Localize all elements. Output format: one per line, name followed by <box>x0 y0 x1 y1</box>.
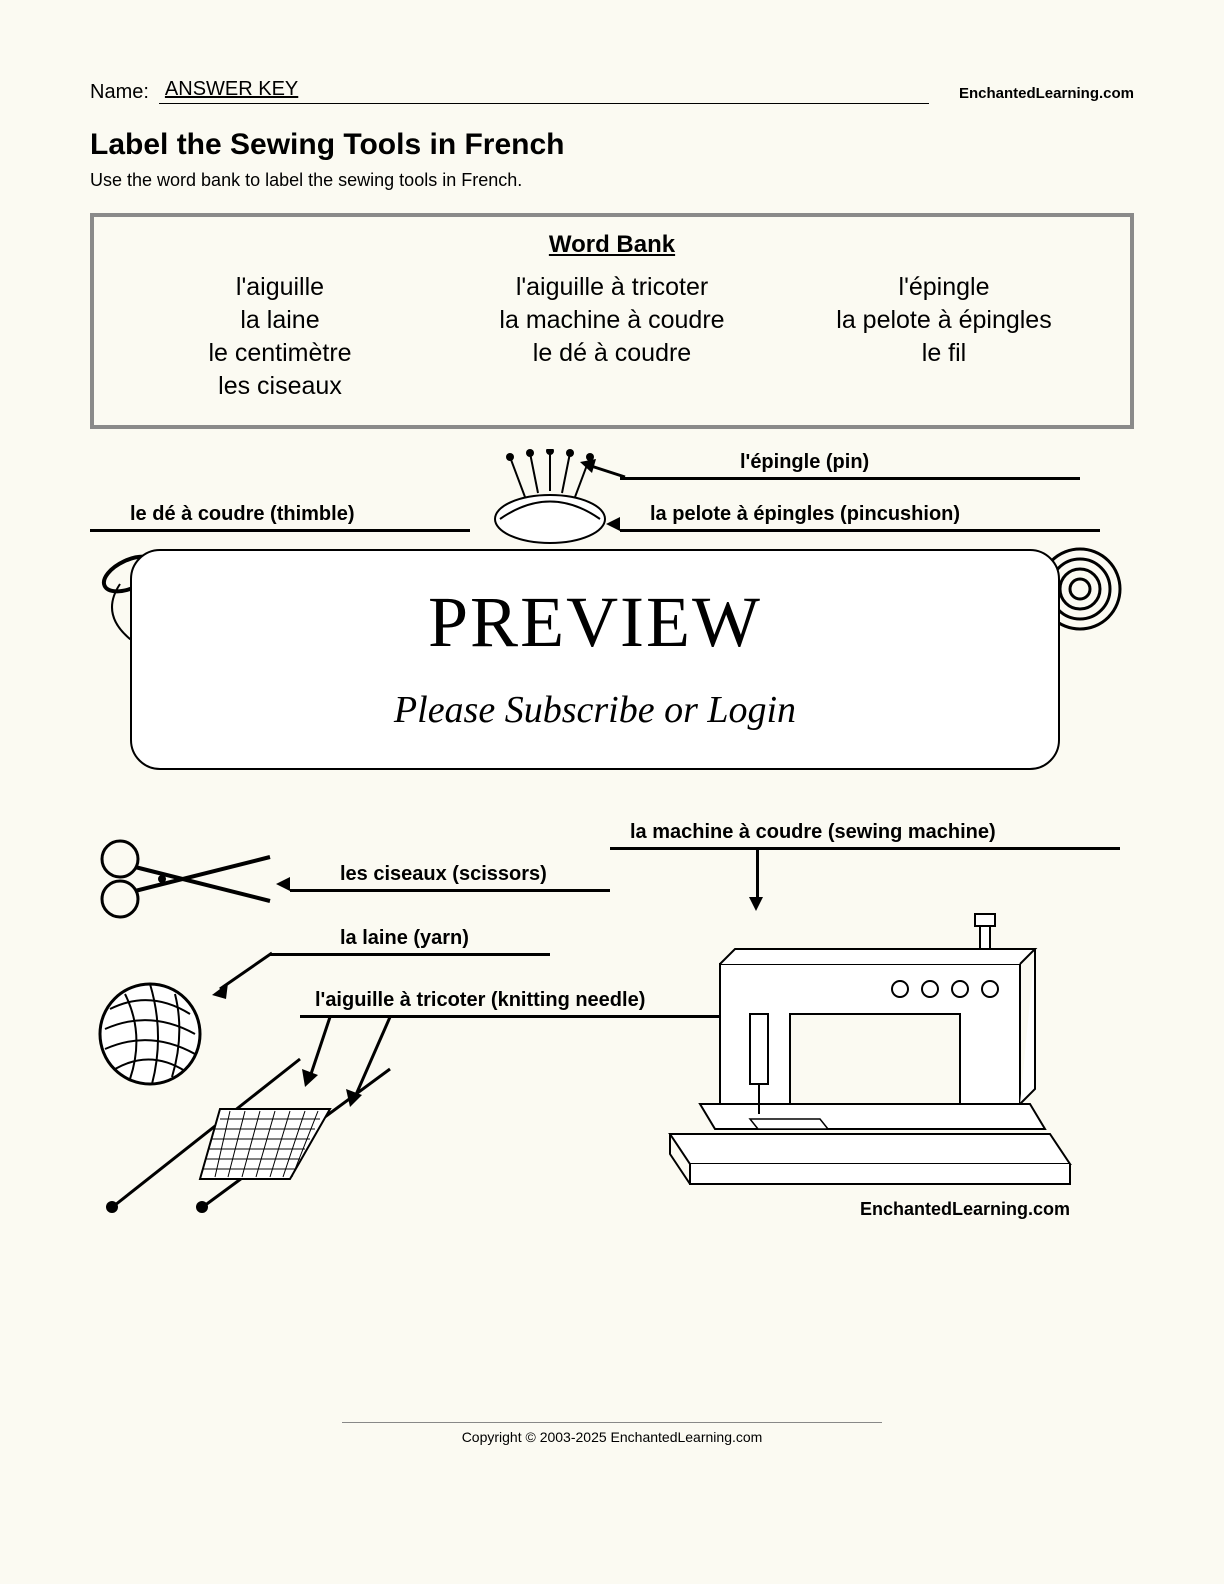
preview-subtitle: Please Subscribe or Login <box>152 688 1038 732</box>
wb-item: la laine <box>114 306 446 335</box>
wb-item: la machine à coudre <box>446 306 778 335</box>
word-bank-title: Word Bank <box>114 231 1110 259</box>
sewing-machine-icon <box>650 904 1080 1194</box>
word-bank-col-2: l'aiguille à tricoter la machine à coudr… <box>446 269 778 405</box>
preview-overlay: PREVIEW Please Subscribe or Login <box>130 549 1060 770</box>
wb-item: l'aiguille à tricoter <box>446 273 778 302</box>
wb-item: l'aiguille <box>114 273 446 302</box>
instructions: Use the word bank to label the sewing to… <box>90 170 1134 191</box>
label-knitting-needle: l'aiguille à tricoter (knitting needle) <box>315 989 645 1012</box>
wb-item: l'épingle <box>778 273 1110 302</box>
wb-item: le fil <box>778 339 1110 368</box>
label-pin: l'épingle (pin) <box>740 451 869 474</box>
arrow-yarn <box>210 949 280 999</box>
footer: Copyright © 2003-2025 EnchantedLearning.… <box>0 1422 1224 1445</box>
wb-item: le dé à coudre <box>446 339 778 368</box>
preview-title: PREVIEW <box>152 581 1038 664</box>
name-value: ANSWER KEY <box>165 78 298 101</box>
label-thimble: le dé à coudre (thimble) <box>130 503 354 526</box>
label-yarn: la laine (yarn) <box>340 927 469 950</box>
word-bank-col-1: l'aiguille la laine le centimètre les ci… <box>114 269 446 405</box>
diagram-area: l'épingle (pin) le dé à coudre (thimble)… <box>90 449 1134 1229</box>
label-sewing-machine: la machine à coudre (sewing machine) <box>630 821 996 844</box>
name-label: Name: <box>90 81 149 104</box>
brand-top: EnchantedLearning.com <box>959 85 1134 104</box>
header-row: Name: ANSWER KEY EnchantedLearning.com <box>90 80 1134 104</box>
wb-item: les ciseaux <box>114 372 446 401</box>
scissors-icon <box>90 829 280 929</box>
page-title: Label the Sewing Tools in French <box>90 128 1134 162</box>
arrow-pin <box>580 459 630 489</box>
label-scissors: les ciseaux (scissors) <box>340 863 547 886</box>
word-bank-col-3: l'épingle la pelote à épingles le fil <box>778 269 1110 405</box>
wb-item: la pelote à épingles <box>778 306 1110 335</box>
brand-bottom: EnchantedLearning.com <box>860 1199 1070 1220</box>
knitting-icon <box>100 1049 420 1219</box>
name-input-line: ANSWER KEY <box>159 80 929 104</box>
copyright: Copyright © 2003-2025 EnchantedLearning.… <box>462 1429 763 1445</box>
wb-item: le centimètre <box>114 339 446 368</box>
word-bank: Word Bank l'aiguille la laine le centimè… <box>90 213 1134 429</box>
label-pincushion: la pelote à épingles (pincushion) <box>650 503 960 526</box>
